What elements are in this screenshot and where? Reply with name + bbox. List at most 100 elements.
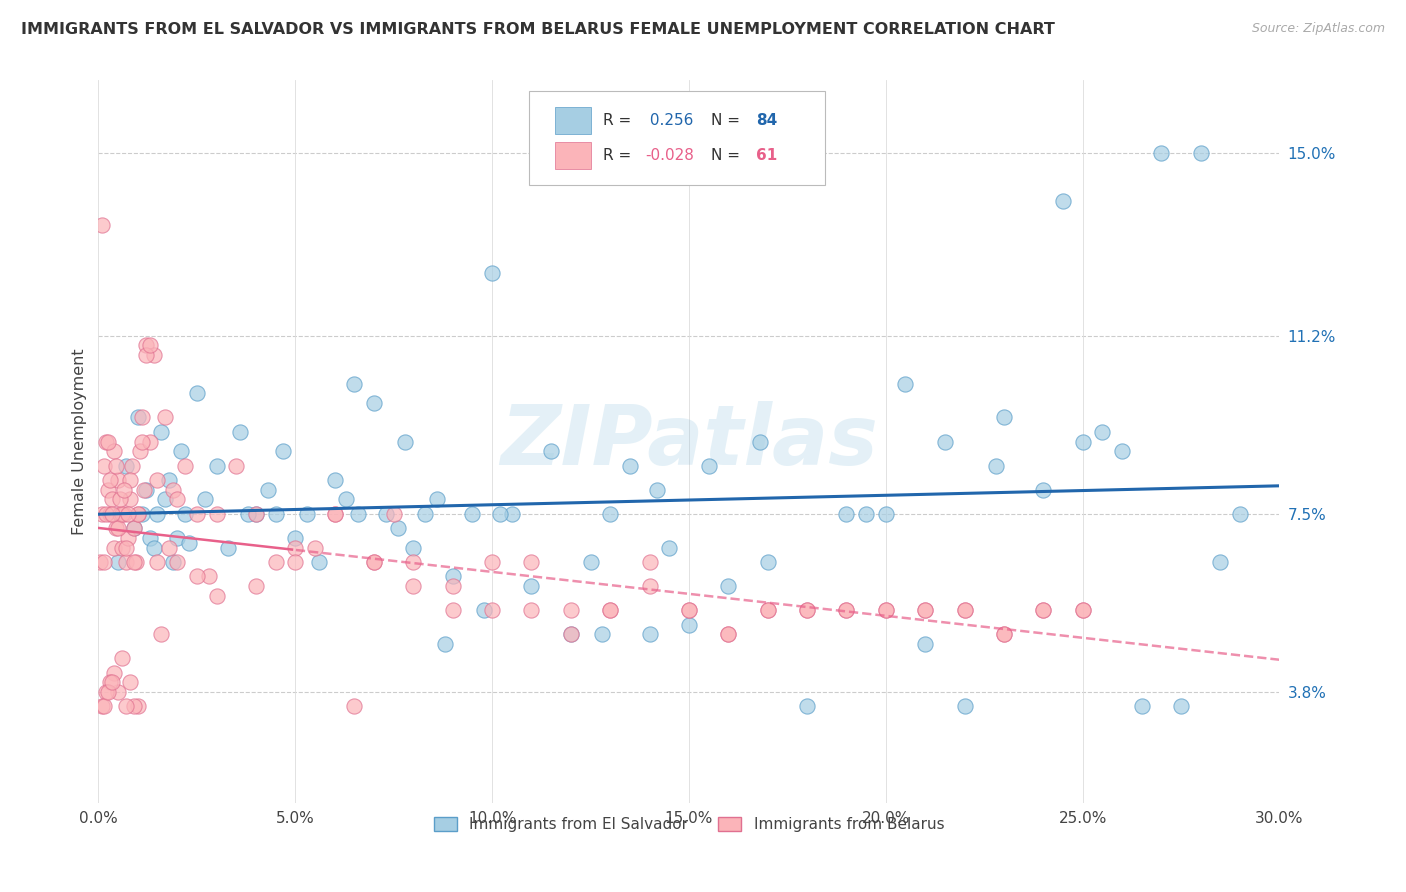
Point	[229, 425, 252, 439]
Point	[115, 555, 138, 569]
Point	[155, 410, 177, 425]
Point	[363, 555, 385, 569]
Point	[796, 699, 818, 714]
Point	[560, 603, 582, 617]
Point	[638, 579, 661, 593]
Point	[111, 651, 134, 665]
Point	[135, 348, 157, 362]
Point	[146, 555, 169, 569]
Point	[1032, 603, 1054, 617]
Point	[875, 507, 897, 521]
Point	[112, 483, 135, 497]
Point	[796, 603, 818, 617]
Point	[619, 458, 641, 473]
Point	[402, 555, 425, 569]
Point	[835, 603, 858, 617]
Point	[127, 699, 149, 714]
Point	[162, 483, 184, 497]
Point	[142, 348, 165, 362]
FancyBboxPatch shape	[555, 107, 591, 135]
Point	[433, 637, 456, 651]
Point	[647, 483, 669, 497]
Point	[93, 699, 115, 714]
Point	[105, 458, 128, 473]
Point	[128, 444, 150, 458]
Text: Source: ZipAtlas.com: Source: ZipAtlas.com	[1251, 22, 1385, 36]
Point	[96, 685, 118, 699]
Point	[115, 541, 138, 555]
Point	[186, 507, 208, 521]
Point	[914, 637, 936, 651]
Point	[335, 492, 357, 507]
Point	[186, 569, 208, 583]
Point	[993, 627, 1015, 641]
Point	[1091, 425, 1114, 439]
Point	[97, 483, 120, 497]
Point	[1150, 145, 1173, 160]
Point	[756, 555, 779, 569]
Text: N =: N =	[711, 148, 745, 163]
Point	[115, 699, 138, 714]
Point	[91, 218, 114, 232]
Point	[150, 627, 173, 641]
Text: 84: 84	[756, 113, 778, 128]
Point	[256, 483, 278, 497]
Point	[1032, 603, 1054, 617]
Point	[91, 699, 114, 714]
Point	[984, 458, 1007, 473]
Point	[1229, 507, 1251, 521]
Point	[96, 434, 118, 449]
Point	[111, 541, 134, 555]
Point	[426, 492, 449, 507]
Point	[489, 507, 512, 521]
Point	[118, 675, 141, 690]
Point	[155, 492, 177, 507]
Point	[150, 425, 173, 439]
Point	[205, 507, 228, 521]
Point	[441, 579, 464, 593]
Point	[103, 541, 125, 555]
Point	[835, 507, 858, 521]
Point	[264, 555, 287, 569]
Point	[96, 507, 118, 521]
Point	[101, 507, 124, 521]
Point	[131, 434, 153, 449]
Point	[98, 675, 121, 690]
Point	[472, 603, 495, 617]
Point	[107, 685, 129, 699]
Point	[540, 444, 562, 458]
Point	[363, 555, 385, 569]
Point	[135, 338, 157, 352]
Point	[953, 603, 976, 617]
Point	[186, 386, 208, 401]
Text: R =: R =	[603, 113, 636, 128]
Point	[174, 458, 197, 473]
Point	[638, 555, 661, 569]
Point	[441, 603, 464, 617]
Point	[170, 444, 193, 458]
Point	[697, 458, 720, 473]
Point	[108, 492, 131, 507]
Point	[138, 338, 160, 352]
Point	[91, 507, 114, 521]
Point	[658, 541, 681, 555]
Point	[127, 507, 149, 521]
Point	[953, 603, 976, 617]
Text: IMMIGRANTS FROM EL SALVADOR VS IMMIGRANTS FROM BELARUS FEMALE UNEMPLOYMENT CORRE: IMMIGRANTS FROM EL SALVADOR VS IMMIGRANT…	[21, 22, 1054, 37]
Point	[245, 579, 267, 593]
Point	[125, 555, 148, 569]
Point	[135, 483, 157, 497]
Point	[295, 507, 318, 521]
Point	[101, 492, 124, 507]
Point	[678, 617, 700, 632]
Point	[560, 627, 582, 641]
Point	[138, 531, 160, 545]
Point	[875, 603, 897, 617]
Point	[284, 531, 307, 545]
Point	[115, 458, 138, 473]
Point	[166, 555, 188, 569]
Text: ZIPatlas: ZIPatlas	[501, 401, 877, 482]
Point	[122, 555, 145, 569]
Point	[343, 699, 366, 714]
Point	[875, 603, 897, 617]
